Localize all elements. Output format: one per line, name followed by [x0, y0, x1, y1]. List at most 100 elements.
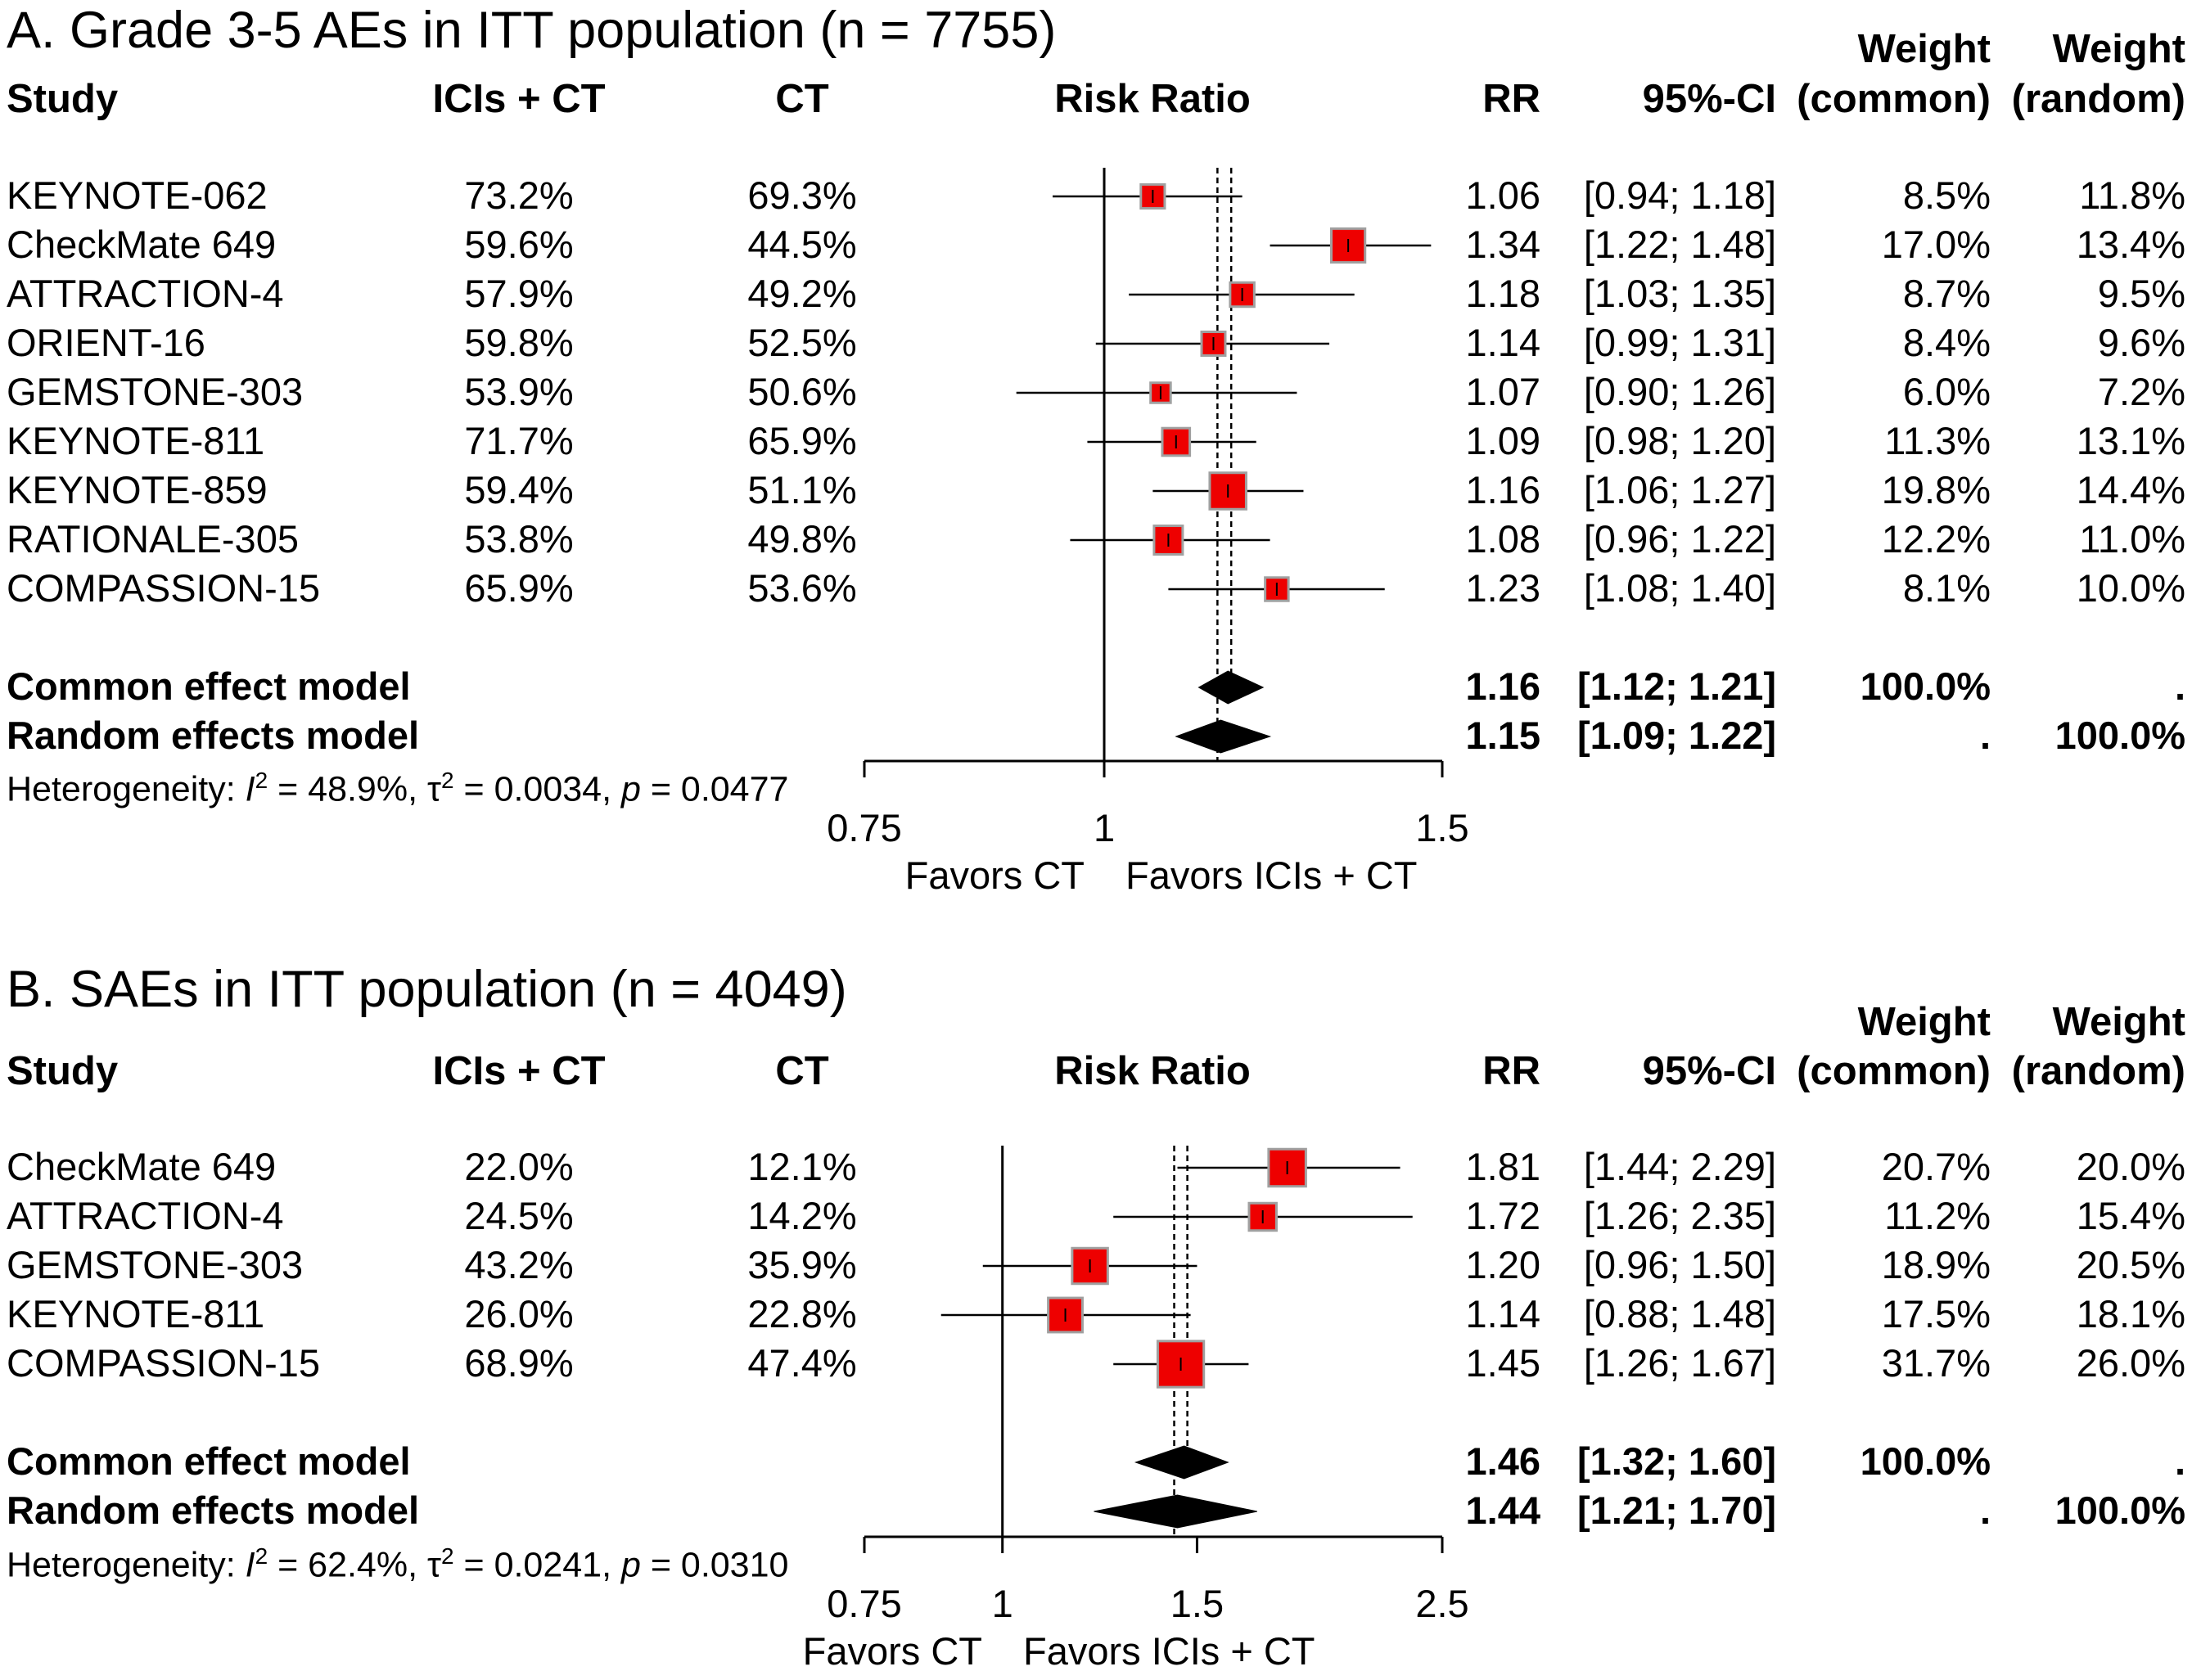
arm1-value: 22.0%	[464, 1145, 574, 1188]
ci-value: [0.99; 1.31]	[1583, 321, 1776, 364]
favors-left-label: Favors CT	[803, 1629, 982, 1673]
rr-value: 1.06	[1465, 173, 1540, 217]
rr-header: RR	[1482, 1049, 1540, 1093]
weight-random-value: 11.0%	[2079, 517, 2185, 561]
arm2-value: 49.2%	[747, 272, 857, 315]
arm2-value: 51.1%	[747, 468, 857, 511]
arm2-value: 49.8%	[747, 517, 857, 561]
study-box	[1247, 1201, 1278, 1232]
ci-value: [0.96; 1.22]	[1583, 517, 1776, 561]
study-name: ATTRACTION-4	[7, 1194, 284, 1237]
weight-common-value: .	[1979, 1489, 1991, 1532]
study-name: COMPASSION-15	[7, 1341, 321, 1385]
weight-random-value: .	[2174, 1439, 2185, 1483]
favors-right-label: Favors ICIs + CT	[1125, 854, 1417, 897]
panel-title: B. SAEs in ITT population (n = 4049)	[7, 961, 847, 1018]
arm1-header: ICIs + CT	[432, 1049, 606, 1093]
arm2-value: 12.1%	[747, 1145, 857, 1188]
heterogeneity-text: Heterogeneity: I2 = 62.4%, τ2 = 0.0241, …	[7, 1543, 789, 1585]
model-label: Common effect model	[7, 664, 411, 708]
favors-left-label: Favors CT	[905, 854, 1085, 897]
ci-value: [1.26; 1.67]	[1583, 1341, 1776, 1385]
weight-random-value: 11.8%	[2079, 173, 2185, 217]
weight-random-value: 7.2%	[2097, 370, 2185, 413]
model-label: Common effect model	[7, 1439, 411, 1483]
arm2-value: 50.6%	[747, 370, 857, 413]
arm1-value: 53.8%	[464, 517, 574, 561]
arm1-value: 59.8%	[464, 321, 574, 364]
ci-value: [1.09; 1.22]	[1577, 714, 1776, 757]
weight-common-value: 11.2%	[1884, 1194, 1991, 1237]
ci-value: [1.21; 1.70]	[1577, 1489, 1776, 1532]
study-name: KEYNOTE-062	[7, 173, 268, 217]
study-name: CheckMate 649	[7, 223, 277, 266]
study-header: Study	[7, 1049, 119, 1093]
rr-value: 1.18	[1465, 272, 1540, 315]
weight-header: Weight	[2052, 1000, 2185, 1044]
weight-common-value: 100.0%	[1860, 1439, 1991, 1483]
weight-random-value: 100.0%	[2054, 714, 2185, 757]
model-label: Random effects model	[7, 1489, 420, 1532]
arm1-header: ICIs + CT	[432, 77, 606, 121]
arm2-header: CT	[775, 77, 829, 121]
weight-random-value: 14.4%	[2076, 468, 2185, 511]
study-name: GEMSTONE-303	[7, 1243, 304, 1286]
ci-value: [1.06; 1.27]	[1583, 468, 1776, 511]
weight-random-value: 100.0%	[2054, 1489, 2185, 1532]
common-effect-diamond	[1134, 1445, 1229, 1480]
arm1-value: 68.9%	[464, 1341, 574, 1385]
arm1-value: 65.9%	[464, 566, 574, 610]
study-name: KEYNOTE-811	[7, 419, 265, 462]
weight-common-value: 8.7%	[1902, 272, 1991, 315]
study-box	[1149, 381, 1172, 404]
weight-random-value: 9.6%	[2097, 321, 2185, 364]
study-name: KEYNOTE-859	[7, 468, 268, 511]
weight-common-value: 11.3%	[1884, 419, 1991, 462]
weight-random-value: 10.0%	[2076, 566, 2185, 610]
study-name: ATTRACTION-4	[7, 272, 284, 315]
weight-common-value: 19.8%	[1881, 468, 1991, 511]
rr-value: 1.09	[1465, 419, 1540, 462]
weight-common-value: 20.7%	[1881, 1145, 1991, 1188]
rr-value: 1.08	[1465, 517, 1540, 561]
study-name: COMPASSION-15	[7, 566, 321, 610]
weight-random-value: 26.0%	[2076, 1341, 2185, 1385]
plot-header: Risk Ratio	[1054, 77, 1251, 121]
rr-header: RR	[1482, 77, 1540, 121]
rr-value: 1.72	[1465, 1194, 1540, 1237]
panel-a: A. Grade 3-5 AEs in ITT population (n = …	[7, 5, 2185, 898]
weight-common-header: (common)	[1797, 1049, 1991, 1093]
random-effects-diamond	[1094, 1494, 1257, 1529]
rr-value: 1.16	[1465, 468, 1540, 511]
forest-plot: 0.75 1 1.5 2.5 Favors CT Favors ICIs + CT	[803, 1146, 1469, 1673]
weight-random-value: 13.4%	[2076, 223, 2185, 266]
arm2-value: 52.5%	[747, 321, 857, 364]
arm1-value: 71.7%	[464, 419, 574, 462]
study-name: GEMSTONE-303	[7, 370, 304, 413]
weight-random-header: (random)	[2011, 77, 2185, 121]
model-label: Random effects model	[7, 714, 420, 757]
rr-value: 1.14	[1465, 321, 1540, 364]
arm2-value: 22.8%	[747, 1292, 857, 1335]
rr-value: 1.16	[1465, 664, 1540, 708]
weight-common-value: 6.0%	[1902, 370, 1991, 413]
rr-value: 1.44	[1465, 1489, 1540, 1532]
ci-value: [1.08; 1.40]	[1583, 566, 1776, 610]
arm1-value: 57.9%	[464, 272, 574, 315]
weight-random-value: 13.1%	[2076, 419, 2185, 462]
x-tick-label: 1	[1094, 806, 1115, 849]
study-name: RATIONALE-305	[7, 517, 299, 561]
rr-value: 1.23	[1465, 566, 1540, 610]
rr-value: 1.45	[1465, 1341, 1540, 1385]
weight-common-value: 18.9%	[1881, 1243, 1991, 1286]
ci-header: 95%-CI	[1642, 1049, 1776, 1093]
arm2-value: 69.3%	[747, 173, 857, 217]
rr-value: 1.46	[1465, 1439, 1540, 1483]
forest-plot: 0.75 1 1.5 Favors CT Favors ICIs + CT	[827, 168, 1469, 897]
x-tick-label: 1	[992, 1582, 1013, 1625]
study-name: KEYNOTE-811	[7, 1292, 265, 1335]
arm1-value: 26.0%	[464, 1292, 574, 1335]
weight-random-header: (random)	[2011, 1049, 2185, 1093]
study-box	[1161, 426, 1192, 457]
weight-header: Weight	[1857, 27, 1991, 71]
